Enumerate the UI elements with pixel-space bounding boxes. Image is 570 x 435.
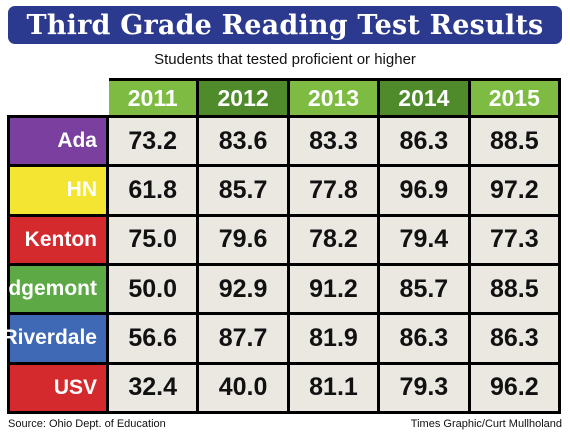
year-header-2011: 2011 <box>109 81 197 115</box>
value-cell: 79.4 <box>380 216 468 263</box>
value-cell: 91.2 <box>289 266 378 313</box>
value-cell: 85.7 <box>380 266 468 313</box>
value-cell: 88.5 <box>470 266 558 313</box>
value-cell: 86.3 <box>380 315 468 362</box>
value-cell: 86.3 <box>470 315 558 362</box>
row-label-riverdale: Riverdale <box>2 315 106 362</box>
value-cell: 81.9 <box>289 315 378 362</box>
credit-note: Times Graphic/Curt Mullholand <box>410 418 562 430</box>
chart-subtitle: Students that tested proficient or highe… <box>154 51 416 68</box>
value-cell: 83.3 <box>289 118 378 165</box>
row-label-ada: Ada <box>10 118 106 165</box>
year-header-2013: 2013 <box>289 81 378 115</box>
value-cell: 96.9 <box>380 167 468 214</box>
value-cell: 85.7 <box>199 167 287 214</box>
year-header-2012: 2012 <box>199 81 287 115</box>
value-cell: 78.2 <box>289 216 378 263</box>
value-cell: 81.1 <box>289 364 378 411</box>
year-header-2015: 2015 <box>470 81 558 115</box>
year-header-2014: 2014 <box>380 81 468 115</box>
value-cell: 61.8 <box>109 167 197 214</box>
value-cell: 96.2 <box>470 364 558 411</box>
value-cell: 32.4 <box>109 364 197 411</box>
value-cell: 79.3 <box>380 364 468 411</box>
source-note: Source: Ohio Dept. of Education <box>8 418 166 430</box>
row-label-ridgemont: Ridgemont <box>0 266 106 313</box>
value-cell: 77.8 <box>289 167 378 214</box>
value-cell: 88.5 <box>470 118 558 165</box>
value-cell: 86.3 <box>380 118 468 165</box>
row-label-kenton: Kenton <box>10 216 106 263</box>
value-cell: 75.0 <box>109 216 197 263</box>
value-cell: 56.6 <box>109 315 197 362</box>
value-cell: 50.0 <box>109 266 197 313</box>
results-table: 2011 2012 2013 2014 2015 Ada 73.2 83.6 83.3 86.3 8… <box>0 78 561 414</box>
value-cell: 83.6 <box>199 118 287 165</box>
value-cell: 73.2 <box>109 118 197 165</box>
row-label-usv: USV <box>10 364 106 411</box>
chart-title: Third Grade Reading Test Results <box>26 9 544 41</box>
table-corner <box>7 78 109 115</box>
title-banner: Third Grade Reading Test Results <box>8 6 562 44</box>
value-cell: 77.3 <box>470 216 558 263</box>
value-cell: 40.0 <box>199 364 287 411</box>
value-cell: 92.9 <box>199 266 287 313</box>
value-cell: 79.6 <box>199 216 287 263</box>
value-cell: 97.2 <box>470 167 558 214</box>
row-label-hn: HN <box>10 167 106 214</box>
value-cell: 87.7 <box>199 315 287 362</box>
